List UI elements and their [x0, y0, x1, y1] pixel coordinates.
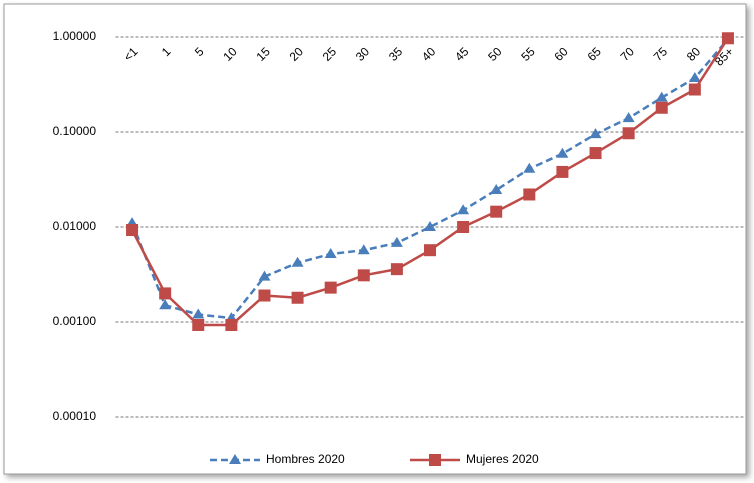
- y-tick-label: 0.10000: [53, 124, 97, 138]
- point: [424, 221, 436, 231]
- point: [192, 308, 205, 319]
- point: [523, 188, 536, 201]
- point: [225, 318, 238, 331]
- point: [721, 32, 734, 45]
- point: [457, 204, 470, 215]
- point: [688, 72, 701, 83]
- point: [556, 147, 569, 158]
- point: [424, 244, 436, 257]
- point: [324, 247, 337, 258]
- legend-label: Mujeres 2020: [466, 452, 539, 466]
- point: [490, 184, 503, 195]
- y-tick-label: 0.00010: [53, 409, 97, 423]
- point: [556, 165, 569, 178]
- y-tick-label: 0.00100: [53, 314, 97, 328]
- point: [655, 101, 668, 114]
- point: [622, 112, 635, 123]
- point: [390, 263, 403, 276]
- y-tick-label: 1.00000: [53, 29, 97, 43]
- point: [258, 289, 271, 302]
- point: [291, 291, 304, 304]
- point: [655, 91, 668, 102]
- point: [159, 287, 172, 300]
- point: [357, 269, 370, 282]
- point: [457, 221, 470, 233]
- point: [390, 236, 403, 247]
- point: [688, 83, 701, 96]
- point: [622, 127, 635, 140]
- point: [490, 205, 503, 218]
- legend-label: Hombres 2020: [266, 452, 345, 466]
- point: [126, 223, 139, 236]
- point: [357, 244, 370, 255]
- point: [192, 318, 205, 331]
- point: [324, 281, 337, 294]
- y-tick-label: 0.01000: [53, 219, 97, 233]
- legend-item: Mujeres 2020: [410, 452, 539, 466]
- point: [589, 147, 602, 160]
- legend-marker: [429, 454, 441, 466]
- point: [159, 299, 172, 310]
- point: [258, 270, 271, 281]
- legend-item: Hombres 2020: [210, 452, 345, 466]
- point: [523, 162, 536, 173]
- point: [291, 256, 304, 267]
- legend-marker: [229, 454, 241, 464]
- point: [589, 128, 602, 139]
- chart-frame: [3, 3, 747, 475]
